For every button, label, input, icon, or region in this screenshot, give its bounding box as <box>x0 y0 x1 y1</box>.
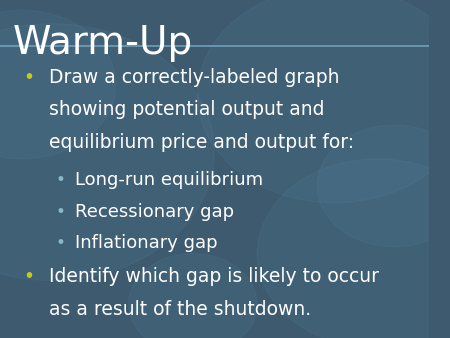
Text: Warm-Up: Warm-Up <box>13 24 193 62</box>
Text: Identify which gap is likely to occur: Identify which gap is likely to occur <box>50 267 379 286</box>
Circle shape <box>0 24 214 281</box>
Text: •: • <box>23 68 35 87</box>
Text: equilibrium price and output for:: equilibrium price and output for: <box>50 133 355 152</box>
Text: •: • <box>56 234 66 252</box>
Text: •: • <box>56 203 66 221</box>
Circle shape <box>317 125 450 247</box>
Text: •: • <box>23 267 35 286</box>
Text: Inflationary gap: Inflationary gap <box>75 234 218 252</box>
Text: Draw a correctly-labeled graph: Draw a correctly-labeled graph <box>50 68 340 87</box>
Text: Long-run equilibrium: Long-run equilibrium <box>75 171 263 189</box>
Text: showing potential output and: showing potential output and <box>50 100 325 119</box>
Circle shape <box>129 254 257 338</box>
Text: as a result of the shutdown.: as a result of the shutdown. <box>50 300 311 319</box>
Circle shape <box>197 0 450 203</box>
Text: Recessionary gap: Recessionary gap <box>75 203 234 221</box>
Circle shape <box>257 159 450 338</box>
Circle shape <box>0 10 116 159</box>
Text: •: • <box>56 171 66 189</box>
